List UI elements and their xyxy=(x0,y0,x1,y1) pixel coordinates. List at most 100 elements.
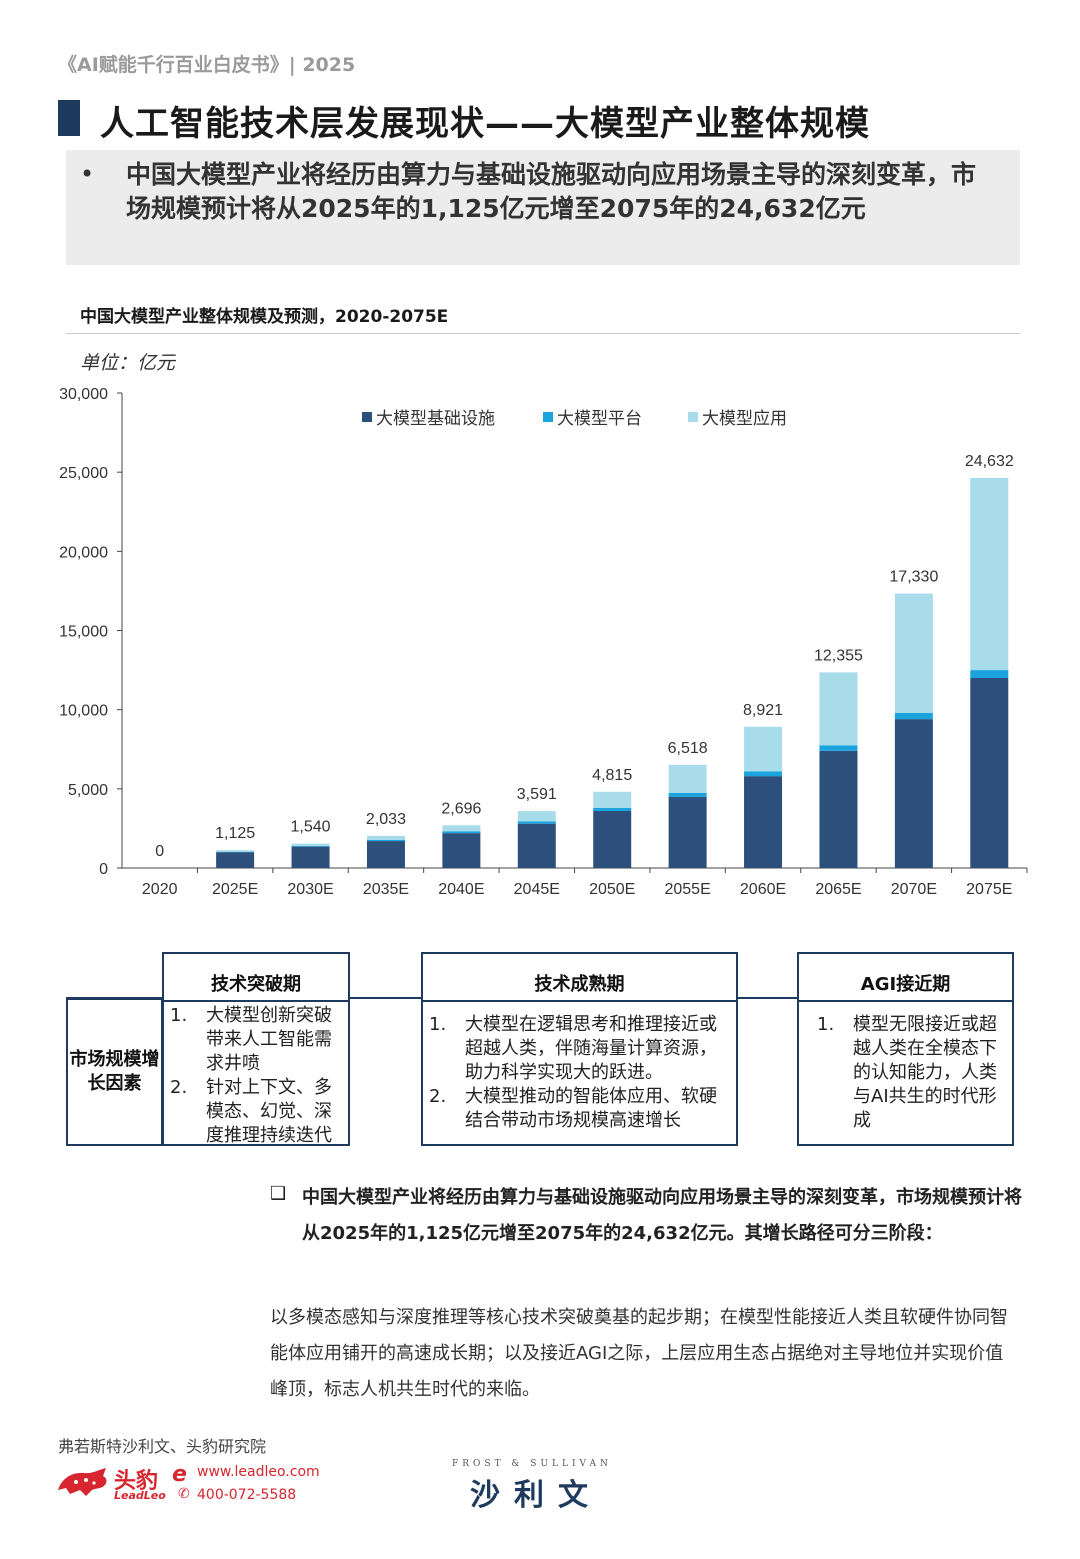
bar-segment-1 xyxy=(517,821,556,824)
summary-box xyxy=(66,150,1020,265)
bar-segment-0 xyxy=(366,841,405,868)
bar-segment-0 xyxy=(744,776,783,868)
phase-3-divider xyxy=(799,1000,1012,1002)
bar-segment-2 xyxy=(366,835,405,840)
legend-label: 大模型基础设施 xyxy=(376,409,495,429)
total-data-label: 4,815 xyxy=(592,767,632,784)
bar-segment-0 xyxy=(894,719,933,868)
leadleo-e-icon: e xyxy=(172,1462,187,1487)
leadleo-url[interactable]: www.leadleo.com xyxy=(197,1464,320,1480)
summary-text: 中国大模型产业将经历由算力与基础设施驱动向应用场景主导的深刻变革，市场规模预计将… xyxy=(126,160,977,223)
bar-segment-0 xyxy=(442,833,481,868)
summary-bullet: • xyxy=(80,160,95,188)
x-tick-label: 2045E xyxy=(514,881,560,898)
bar-segment-2 xyxy=(744,726,783,772)
y-tick-label: 15,000 xyxy=(59,624,108,641)
x-tick-label: 2060E xyxy=(740,881,786,898)
bar-segment-1 xyxy=(970,670,1009,678)
frost-sullivan-en: FROST & SULLIVAN xyxy=(452,1459,612,1469)
phase-1-divider xyxy=(164,1000,348,1002)
phase-3-box: AGI接近期 1. 模型无限接近或超越人类在全模态下的认知能力，人类与AI共生的… xyxy=(797,952,1014,1146)
bar-segment-1 xyxy=(744,771,783,777)
conclusion-text: 中国大模型产业将经历由算力与基础设施驱动向应用场景主导的深刻变革，市场规模预计将… xyxy=(302,1187,1022,1244)
bar-segment-2 xyxy=(819,672,858,746)
bar-segment-1 xyxy=(366,839,405,842)
frost-sullivan-logo: 沙利文 xyxy=(470,1478,602,1513)
bar-segment-1 xyxy=(668,792,707,797)
x-tick-label: 2065E xyxy=(815,881,861,898)
factor-side-label: 市场规模增长因素 xyxy=(66,998,163,1146)
bar-segment-1 xyxy=(442,831,481,834)
bar-segment-0 xyxy=(593,811,632,868)
bar-segment-2 xyxy=(894,593,933,713)
phase-2-point-2: 大模型推动的智能体应用、软硬结合带动市场规模高速增长 xyxy=(465,1086,717,1131)
bar-segment-0 xyxy=(517,823,556,868)
y-tick-label: 30,000 xyxy=(59,386,108,403)
legend-swatch xyxy=(543,412,553,422)
chart-unit: 单位：亿元 xyxy=(80,352,176,374)
bar-segment-2 xyxy=(291,843,330,846)
leopard-logo-icon xyxy=(58,1468,107,1496)
leadleo-logo-en: LeadLeo xyxy=(114,1489,166,1502)
phase-3-num-1: 1. xyxy=(817,1014,835,1035)
source-note: 弗若斯特沙利文、头豹研究院 xyxy=(58,1437,267,1456)
x-tick-label: 2075E xyxy=(966,881,1012,898)
bar-segment-0 xyxy=(291,846,330,868)
bar-segment-0 xyxy=(216,852,255,868)
bar-segment-1 xyxy=(894,712,933,720)
title-marker xyxy=(58,100,80,136)
total-data-label: 2,033 xyxy=(366,811,406,828)
x-tick-label: 2070E xyxy=(891,881,937,898)
x-tick-label: 2055E xyxy=(664,881,710,898)
phase-1-point-1: 大模型创新突破带来人工智能需求井喷 xyxy=(206,1005,332,1074)
x-tick-label: 2020 xyxy=(142,881,178,898)
legend-swatch xyxy=(362,412,372,422)
x-tick-label: 2035E xyxy=(363,881,409,898)
total-data-label: 8,921 xyxy=(743,702,783,719)
bar-segment-2 xyxy=(970,477,1009,671)
phase-1-point-2: 针对上下文、多模态、幻觉、深度推理持续迭代 xyxy=(206,1077,332,1146)
total-data-label: 6,518 xyxy=(668,740,708,757)
bar-segment-2 xyxy=(442,825,481,832)
total-data-label: 3,591 xyxy=(517,786,557,803)
phase-2-title: 技术成熟期 xyxy=(534,974,625,995)
bar-segment-2 xyxy=(216,850,255,852)
x-tick-label: 2025E xyxy=(212,881,258,898)
phase-1-title: 技术突破期 xyxy=(211,974,301,995)
bar-segment-0 xyxy=(668,796,707,868)
y-tick-label: 5,000 xyxy=(68,782,108,799)
phase-2-point-1: 大模型在逻辑思考和推理接近或超越人类，伴随海量计算资源，助力科学实现大的跃进。 xyxy=(465,1014,717,1083)
conclusion-checkbox-icon: ❑ xyxy=(270,1183,287,1204)
total-data-label: 0 xyxy=(155,843,164,860)
phase-2-divider xyxy=(423,1000,736,1002)
x-tick-label: 2040E xyxy=(438,881,484,898)
bar-segment-0 xyxy=(970,678,1009,868)
legend-label: 大模型应用 xyxy=(702,409,787,429)
total-data-label: 17,330 xyxy=(889,569,938,586)
x-tick-label: 2050E xyxy=(589,881,635,898)
bar-segment-2 xyxy=(668,764,707,793)
total-data-label: 1,540 xyxy=(291,819,331,836)
legend-label: 大模型平台 xyxy=(557,409,642,429)
report-header: 《AI赋能千行百业白皮书》| 2025 xyxy=(58,54,356,76)
bar-segment-1 xyxy=(819,745,858,751)
x-tick-label: 2030E xyxy=(287,881,333,898)
y-tick-label: 25,000 xyxy=(59,465,108,482)
heading-divider xyxy=(66,333,1020,334)
y-tick-label: 0 xyxy=(99,861,108,878)
phase-2-num-2: 2. xyxy=(429,1086,447,1107)
conclusion-detail: 以多模态感知与深度推理等核心技术突破奠基的起步期；在模型性能接近人类且软硬件协同… xyxy=(270,1307,1008,1400)
bar-segment-0 xyxy=(819,750,858,868)
phase-3-point-1: 模型无限接近或超越人类在全模态下的认知能力，人类与AI共生的时代形成 xyxy=(853,1014,997,1131)
bar-segment-2 xyxy=(517,811,556,822)
chart-heading: 中国大模型产业整体规模及预测，2020-2075E xyxy=(80,307,449,327)
total-data-label: 2,696 xyxy=(441,800,481,817)
bar-segment-1 xyxy=(291,845,330,847)
total-data-label: 12,355 xyxy=(814,647,863,664)
total-data-label: 24,632 xyxy=(965,453,1014,470)
y-tick-label: 10,000 xyxy=(59,703,108,720)
phase-1-num-1: 1. xyxy=(170,1005,188,1026)
phase-1-num-2: 2. xyxy=(170,1077,188,1098)
phase-1-box: 技术突破期 1. 大模型创新突破带来人工智能需求井喷 2. 针对上下文、多模态、… xyxy=(162,952,350,1146)
bar-segment-2 xyxy=(593,791,632,808)
